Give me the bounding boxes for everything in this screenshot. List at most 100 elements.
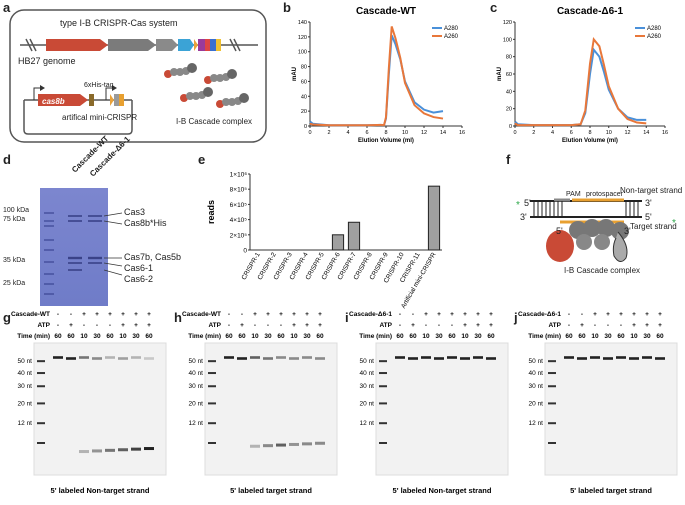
row-value: + [476, 322, 480, 329]
y-axis-label: reads [206, 200, 216, 224]
row-value: - [399, 322, 401, 329]
y-tick-label: 120 [503, 20, 512, 26]
gel-caption: 5' labeled target strand [570, 486, 652, 495]
y-tick-label: 60 [506, 72, 512, 78]
full-length-band [92, 357, 102, 360]
full-length-band [655, 357, 665, 360]
gel-panel-h: h Cascade-WT - - + + + + + + ATP - + - - - + + + Time (min)… [173, 305, 341, 503]
full-length-band [460, 357, 470, 360]
row-value: 10 [461, 333, 469, 340]
ladder-band [208, 422, 216, 425]
x-tick-label: 4 [346, 130, 349, 136]
row-value: + [292, 311, 296, 318]
size-marker: 12 nt [189, 420, 204, 427]
ladder-band [37, 402, 45, 405]
row-value: - [399, 311, 401, 318]
full-length-band [408, 357, 418, 360]
y-tick-label: 0 [243, 248, 247, 255]
row-value: 10 [630, 333, 638, 340]
legend-label: A260 [647, 34, 662, 40]
row-value: 60 [565, 333, 573, 340]
svg-text:*: * [516, 200, 520, 211]
full-length-band [263, 357, 273, 360]
size-marker: 30 nt [18, 383, 33, 390]
y-tick-label: 8×10⁵ [230, 187, 248, 194]
chart-reads: 02×10⁵4×10⁵6×10⁵8×10⁵1×10⁶readsCRISPR-1C… [206, 172, 442, 310]
marker-100: 100 kDa [3, 207, 30, 214]
ladder-band [208, 385, 216, 388]
marker-75: 75 kDa [3, 216, 26, 223]
gel-svg-i: Cascade-Δ6-1- - + + + + + +ATP - + - - - + + +Time (min… [349, 311, 509, 495]
ladder-band [548, 422, 556, 425]
row-value: 10 [290, 333, 298, 340]
x-tick-label: 10 [606, 130, 612, 136]
y-tick-label: 20 [301, 109, 307, 115]
gel-caption: 5' labeled target strand [230, 486, 312, 495]
gel-caption: 5' labeled Non-target strand [51, 486, 150, 495]
band-cas6-2: Cas6-2 [124, 274, 154, 284]
cleavage-band [118, 448, 128, 452]
gel-panel-i: i Cascade-Δ6-1- - + + + + + + ATP - + - - - + + + Time (mi… [344, 305, 512, 503]
cleavage-band [131, 447, 141, 451]
y-tick-label: 60 [301, 79, 307, 85]
row-label: Cascade-Δ6-1 [349, 311, 392, 318]
x-tick-label: 14 [643, 130, 649, 136]
row-value: 60 [106, 333, 114, 340]
x-tick-label: 12 [624, 130, 630, 136]
full-length-band [616, 356, 626, 359]
row-value: 10 [80, 333, 88, 340]
y-axis-label: mAU [497, 67, 503, 81]
cleavage-band [276, 443, 286, 447]
ladder-band [37, 422, 45, 425]
row-value: - [620, 322, 622, 329]
row-value: + [632, 322, 636, 329]
x-tick-label: 14 [440, 130, 446, 136]
sds-gel [40, 188, 108, 306]
series-line-a260 [514, 36, 647, 127]
genome-label: HB27 genome [18, 56, 76, 66]
row-label: ATP [548, 322, 561, 329]
row-value: + [279, 311, 283, 318]
row-value: + [292, 322, 296, 329]
ladder-band [379, 422, 387, 425]
chart-title: Cascade-WT [356, 6, 416, 17]
row-value: - [425, 322, 427, 329]
full-length-band [577, 357, 587, 360]
row-value: 60 [316, 333, 324, 340]
row-value: - [451, 322, 453, 329]
cleavage-band [302, 442, 312, 446]
gel-panel-g: g Cascade-WT - - + + + + + + ATP - + - - - + + + Time (min)… [2, 305, 170, 503]
full-length-band [276, 356, 286, 359]
row-value: 60 [578, 333, 586, 340]
x-tick-label: 16 [662, 130, 668, 136]
row-value: 30 [643, 333, 651, 340]
row-value: 60 [67, 333, 75, 340]
row-value: - [83, 322, 85, 329]
x-tick-label: 12 [421, 130, 427, 136]
full-length-band [118, 357, 128, 360]
row-value: + [658, 322, 662, 329]
y-tick-label: 80 [506, 55, 512, 61]
y-tick-label: 100 [298, 50, 307, 56]
cleavage-band [92, 449, 102, 453]
row-value: + [240, 322, 244, 329]
cascade-complex-icons [164, 63, 249, 108]
marker-25: 25 kDa [3, 280, 26, 287]
gel-image [544, 342, 678, 476]
full-length-band [53, 356, 63, 359]
x-tick-label: 16 [459, 130, 465, 136]
row-value: + [645, 322, 649, 329]
cas8b-label: cas8b [42, 97, 65, 106]
gel-caption: 5' labeled Non-target strand [393, 486, 492, 495]
y-tick-label: 80 [301, 65, 307, 71]
full-length-band [590, 356, 600, 359]
full-length-band [144, 357, 154, 360]
size-marker: 40 nt [189, 370, 204, 377]
bar-crispr-7 [347, 221, 361, 251]
row-value: + [645, 311, 649, 318]
size-marker: 40 nt [529, 370, 544, 377]
band-pointers [104, 212, 123, 276]
gel-svg-h: Cascade-WT - - + + + + + +ATP - + - - - + + +Time (min) 6… [182, 311, 338, 495]
row-value: + [253, 311, 257, 318]
y-tick-label: 20 [506, 107, 512, 113]
